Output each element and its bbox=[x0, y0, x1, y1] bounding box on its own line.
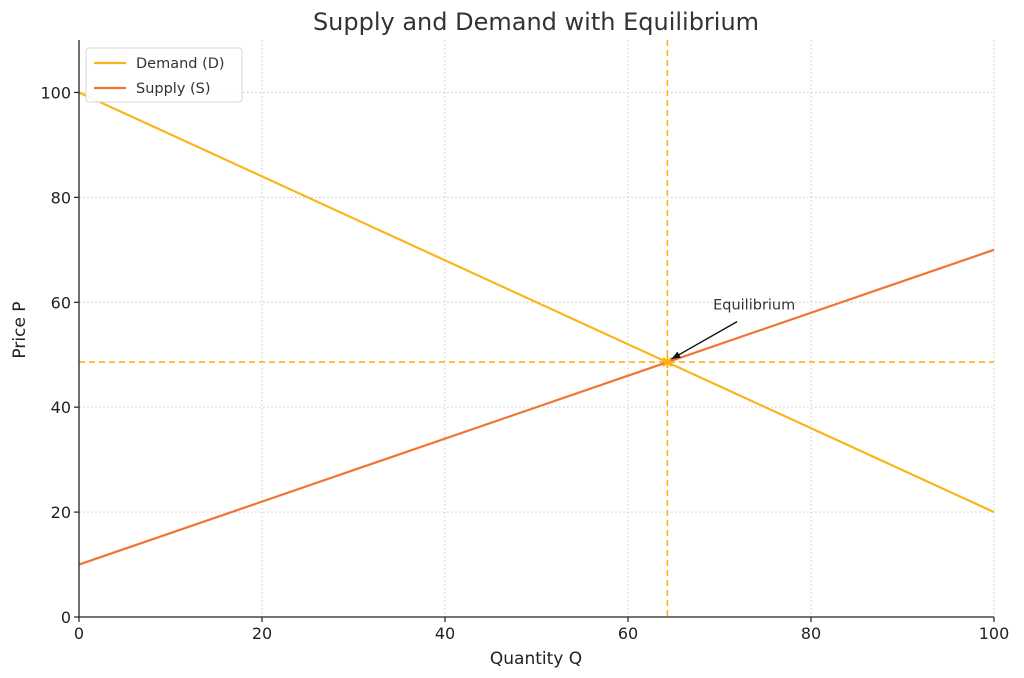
equilibrium-marker bbox=[661, 356, 674, 369]
chart-title: Supply and Demand with Equilibrium bbox=[313, 8, 759, 36]
y-tick-label: 0 bbox=[61, 608, 71, 627]
annotation-arrow-line bbox=[670, 321, 738, 360]
grid bbox=[79, 40, 995, 617]
supply-line bbox=[78, 248, 995, 566]
demand-line bbox=[78, 91, 995, 514]
x-tick-label: 80 bbox=[801, 624, 821, 643]
legend-label: Demand (D) bbox=[136, 56, 225, 72]
tick-labels: 0 20 40 60 80 100 0 20 40 60 80 100 bbox=[40, 83, 1009, 643]
series-lines bbox=[78, 91, 995, 566]
annotation-arrow-head bbox=[671, 351, 681, 360]
legend-label: Supply (S) bbox=[136, 81, 211, 97]
y-tick-label: 20 bbox=[51, 503, 71, 522]
x-axis-label: Quantity Q bbox=[490, 649, 582, 669]
y-axis-label: Price P bbox=[10, 301, 30, 358]
x-tick-label: 20 bbox=[252, 624, 272, 643]
equilibrium-annotation-text: Equilibrium bbox=[713, 298, 795, 314]
y-tick-label: 100 bbox=[40, 83, 71, 102]
y-tick-label: 40 bbox=[51, 398, 71, 417]
equilibrium-point bbox=[661, 356, 674, 369]
axes bbox=[78, 40, 994, 618]
x-tick-label: 60 bbox=[618, 624, 638, 643]
y-tick-label: 60 bbox=[51, 293, 71, 312]
annotation: Equilibrium bbox=[670, 298, 795, 360]
equilibrium-guides bbox=[79, 40, 994, 617]
legend: Demand (D) Supply (S) bbox=[85, 47, 243, 103]
x-tick-label: 100 bbox=[979, 624, 1010, 643]
x-tick-label: 0 bbox=[74, 624, 84, 643]
x-tick-label: 40 bbox=[435, 624, 455, 643]
y-tick-label: 80 bbox=[51, 188, 71, 207]
equilibrium-star-stroke bbox=[662, 357, 673, 368]
